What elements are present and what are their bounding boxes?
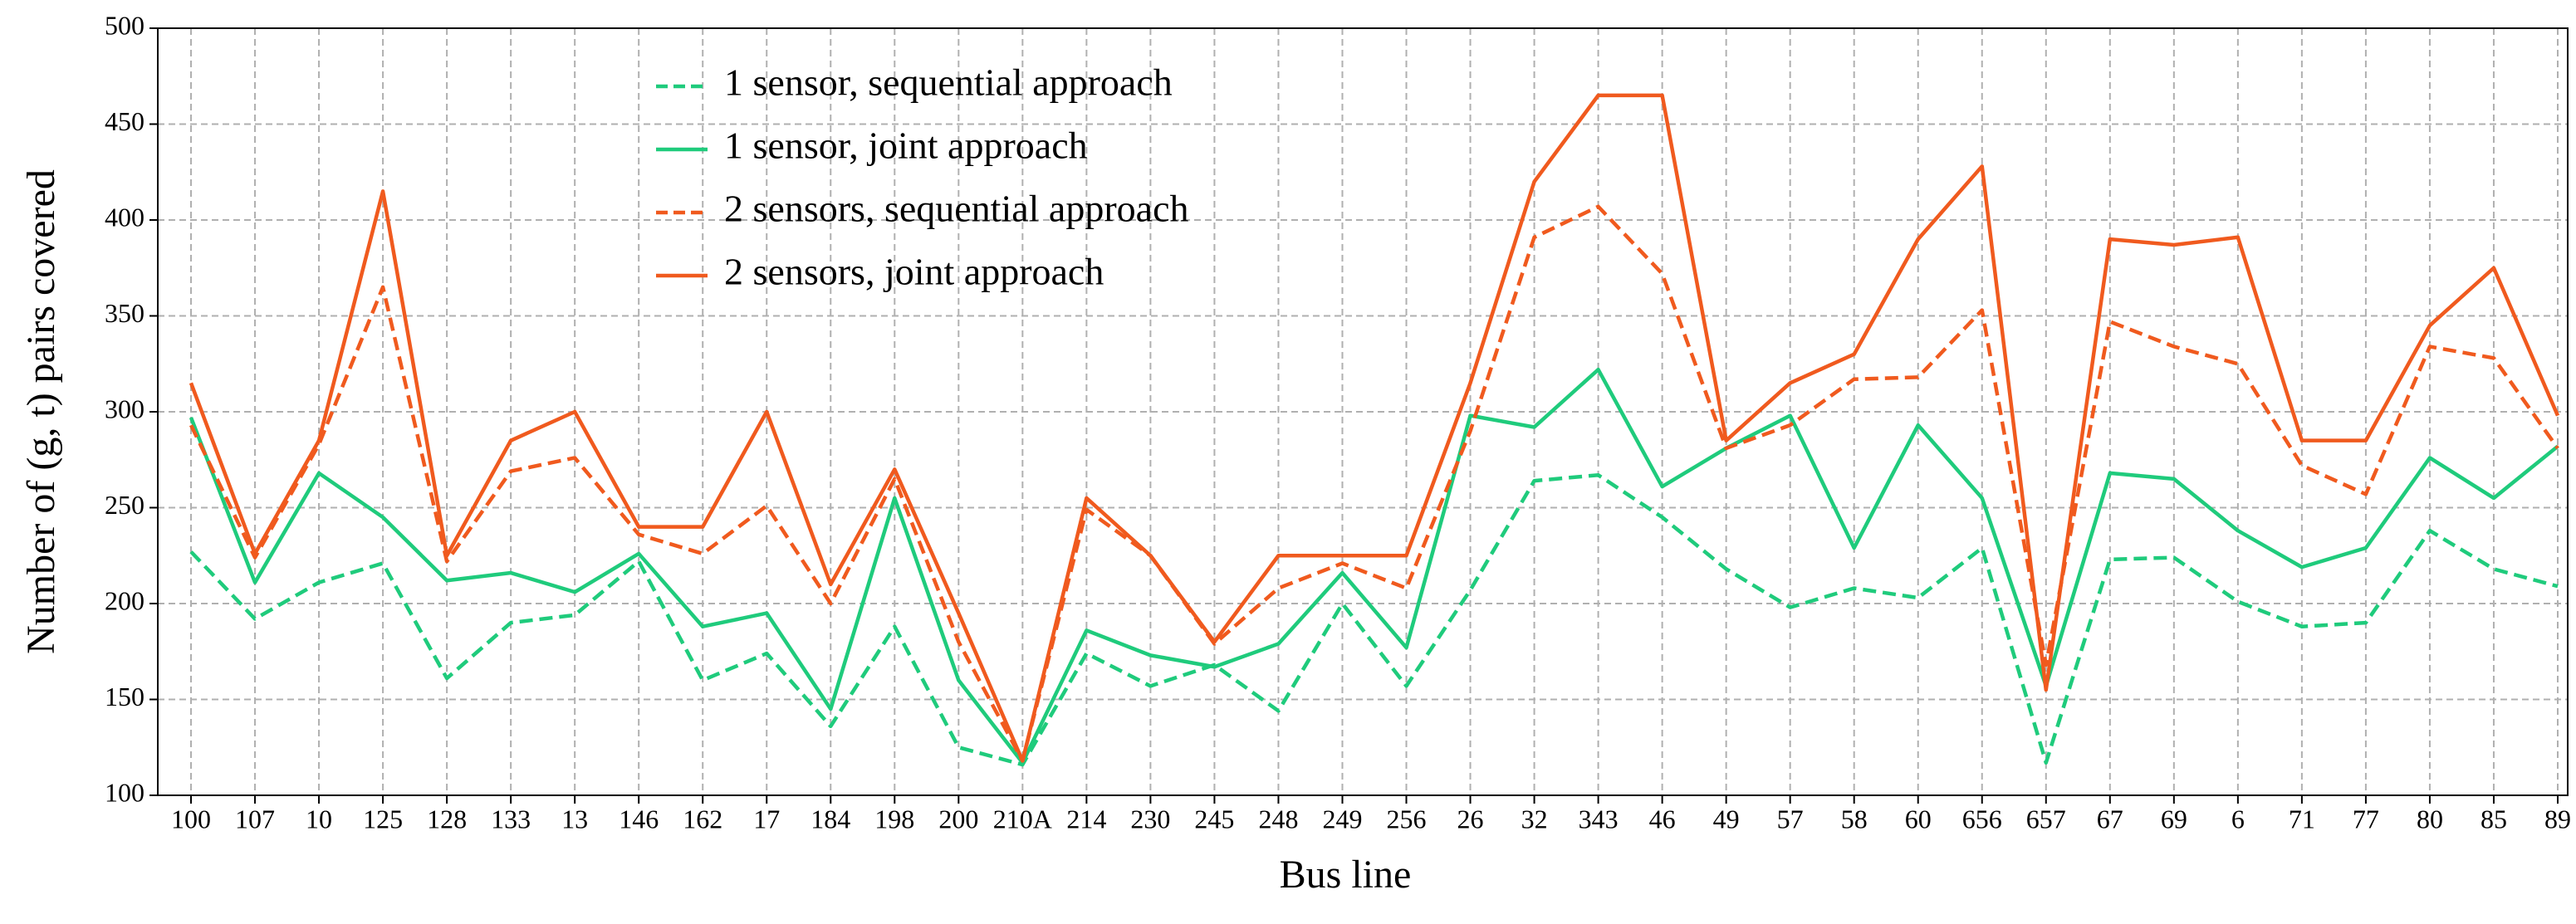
x-tick-label: 230	[1130, 804, 1170, 834]
x-tick-label: 67	[2097, 804, 2123, 834]
x-tick-label: 656	[1962, 804, 2002, 834]
y-axis-label: Number of (g, t) pairs covered	[19, 169, 63, 654]
x-tick-label: 133	[491, 804, 531, 834]
x-tick-label: 6	[2231, 804, 2245, 834]
x-tick-label: 128	[427, 804, 467, 834]
y-tick-label: 200	[105, 585, 144, 615]
x-tick-label: 184	[811, 804, 850, 834]
x-tick-label: 89	[2544, 804, 2571, 834]
x-tick-label: 214	[1066, 804, 1106, 834]
x-tick-label: 245	[1194, 804, 1234, 834]
x-tick-label: 198	[874, 804, 914, 834]
x-tick-label: 210A	[993, 804, 1052, 834]
x-axis-label: Bus line	[1280, 853, 1412, 897]
legend-label: 1 sensor, sequential approach	[724, 61, 1173, 104]
x-tick-label: 85	[2481, 804, 2507, 834]
line-series	[189, 93, 2560, 763]
x-tick-label: 146	[619, 804, 659, 834]
legend-label: 1 sensor, joint approach	[724, 125, 1088, 167]
x-tick-label: 256	[1387, 804, 1427, 834]
x-tick-label: 162	[683, 804, 722, 834]
x-tick-label: 657	[2026, 804, 2066, 834]
x-tick-label: 80	[2417, 804, 2443, 834]
x-tick-label: 343	[1579, 804, 1619, 834]
legend-label: 2 sensors, sequential approach	[724, 188, 1189, 230]
y-tick-label: 100	[105, 777, 144, 807]
x-tick-label: 249	[1322, 804, 1362, 834]
y-tick-label: 450	[105, 106, 144, 136]
x-tick-label: 10	[306, 804, 332, 834]
x-tick-label: 69	[2161, 804, 2187, 834]
y-tick-label: 300	[105, 394, 144, 423]
x-tick-label: 46	[1649, 804, 1676, 834]
line-series	[189, 204, 2559, 763]
x-tick-label: 60	[1905, 804, 1932, 834]
x-tick-label: 125	[363, 804, 403, 834]
legend-label: 2 sensors, joint approach	[724, 251, 1104, 293]
x-tick-label: 57	[1777, 804, 1804, 834]
x-tick-label: 100	[171, 804, 211, 834]
x-tick-label: 107	[235, 804, 275, 834]
line-series	[189, 367, 2559, 765]
y-tick-label: 350	[105, 298, 144, 328]
y-tick-label: 250	[105, 490, 144, 520]
x-tick-label: 58	[1841, 804, 1868, 834]
y-tick-label: 400	[105, 202, 144, 232]
plot-frame	[157, 27, 2569, 796]
x-tick-label: 200	[938, 804, 978, 834]
x-tick-label: 13	[561, 804, 588, 834]
x-tick-label: 49	[1713, 804, 1740, 834]
y-tick-label: 150	[105, 682, 144, 711]
x-tick-label: 248	[1258, 804, 1298, 834]
x-tick-label: 77	[2353, 804, 2379, 834]
x-tick-label: 32	[1521, 804, 1548, 834]
x-tick-label: 26	[1457, 804, 1484, 834]
line-series	[189, 472, 2559, 767]
x-tick-label: 17	[753, 804, 780, 834]
x-tick-label: 71	[2289, 804, 2315, 834]
y-tick-label: 500	[105, 10, 144, 40]
